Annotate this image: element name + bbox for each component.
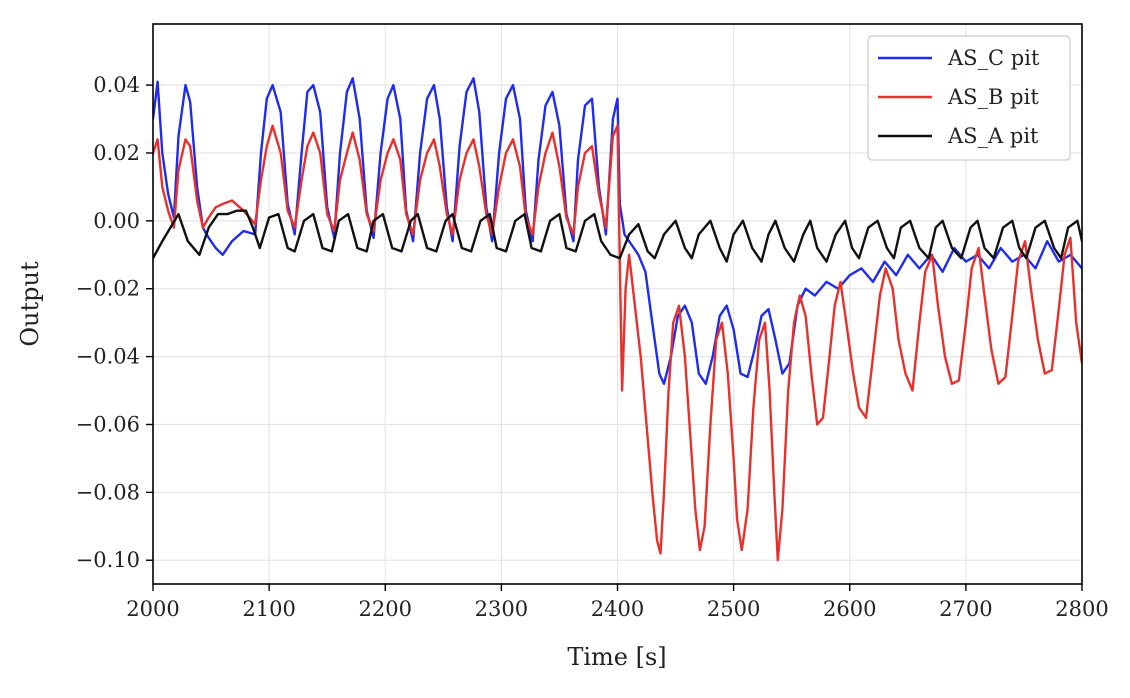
y-tick-label: −0.04 [76, 345, 140, 369]
legend-box [867, 35, 1071, 161]
x-tick-label: 2800 [1055, 597, 1108, 621]
x-tick-label: 2000 [126, 597, 179, 621]
y-tick-label: 0.00 [93, 209, 140, 233]
series-line-as-b-pit [153, 124, 1082, 562]
legend: AS_C pit AS_B pit AS_A pit [867, 35, 1071, 161]
y-tick-label: 0.04 [93, 73, 140, 97]
x-tick-label: 2200 [359, 597, 412, 621]
x-tick-label: 2700 [939, 597, 992, 621]
y-tick-label: −0.10 [76, 548, 140, 572]
legend-label-as-b-pit: AS_B pit [947, 85, 1039, 109]
x-tick-label: 2500 [707, 597, 760, 621]
legend-label-as-a-pit: AS_A pit [947, 124, 1039, 148]
x-axis-ticks: 2000 2100 2200 2300 2400 2500 2600 2700 2800 [126, 584, 1109, 621]
y-axis-ticks: 0.04 0.02 0.00 −0.02 −0.04 −0.06 −0.08 −0.10 [76, 73, 153, 572]
legend-label-as-c-pit: AS_C pit [947, 46, 1040, 70]
y-tick-label: −0.06 [76, 412, 140, 436]
series-line-as-a-pit [153, 209, 1082, 263]
y-tick-label: −0.08 [76, 480, 140, 504]
x-tick-label: 2100 [242, 597, 295, 621]
y-axis-label: Output [16, 261, 44, 347]
x-axis-label: Time [s] [567, 643, 666, 671]
y-tick-label: 0.02 [93, 141, 140, 165]
x-tick-label: 2300 [475, 597, 528, 621]
y-tick-label: −0.02 [76, 277, 140, 301]
x-tick-label: 2600 [823, 597, 876, 621]
x-tick-label: 2400 [591, 597, 644, 621]
series-layer [153, 77, 1082, 562]
